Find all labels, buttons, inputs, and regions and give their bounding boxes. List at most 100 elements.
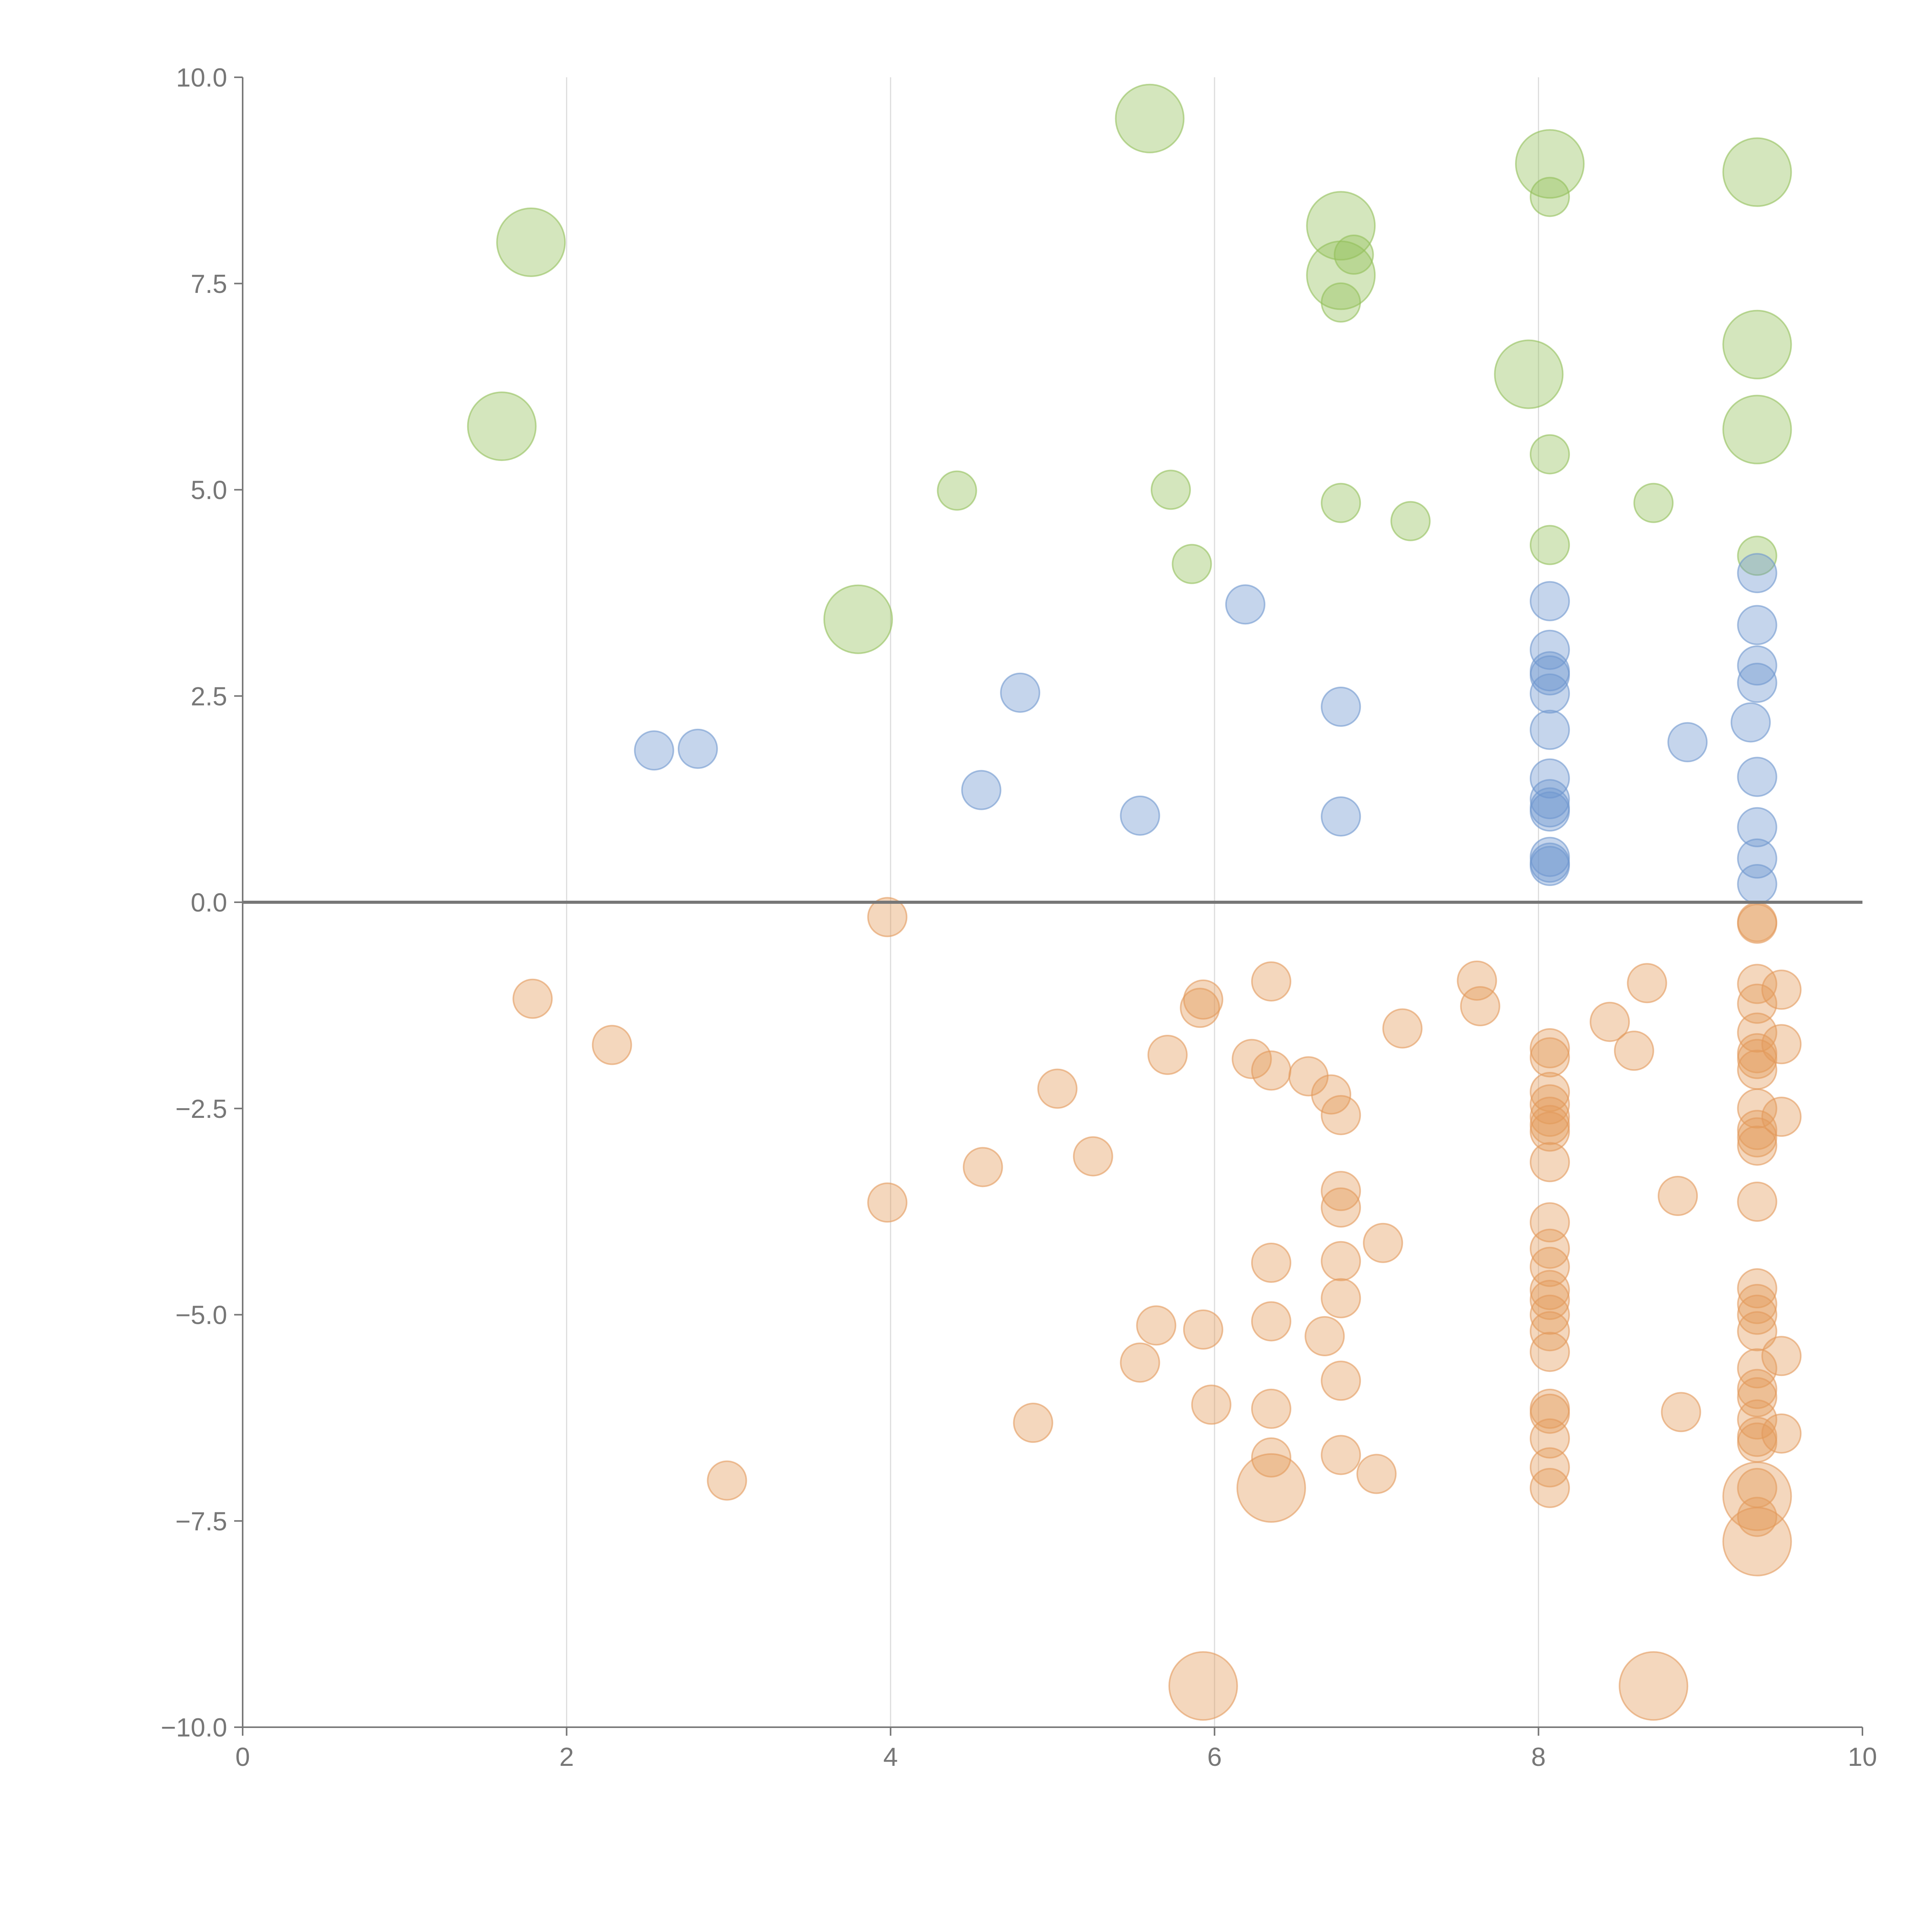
point-green	[1722, 395, 1792, 464]
point-green	[1529, 177, 1570, 217]
point-orange	[1590, 1002, 1630, 1042]
point-orange	[1321, 1187, 1361, 1228]
point-blue	[1529, 758, 1570, 799]
x-tick-label: 10	[1848, 1742, 1877, 1772]
point-blue	[1667, 722, 1708, 762]
point-blue	[1529, 837, 1570, 877]
point-orange	[1737, 1117, 1777, 1158]
point-orange	[707, 1460, 747, 1501]
y-tick-label: −2.5	[175, 1094, 227, 1124]
point-orange	[512, 978, 553, 1019]
axes	[234, 77, 1863, 1736]
point-orange	[1183, 979, 1223, 1020]
x-tick-label: 4	[883, 1742, 898, 1772]
point-orange	[1737, 1399, 1777, 1440]
point-orange	[1737, 1125, 1777, 1166]
point-green	[1633, 483, 1674, 523]
point-orange	[1737, 1039, 1777, 1079]
point-orange	[1529, 1311, 1570, 1352]
x-tick-label: 8	[1531, 1742, 1546, 1772]
point-orange	[1737, 1311, 1777, 1352]
point-blue	[1737, 663, 1777, 703]
point-orange	[1363, 1223, 1403, 1263]
point-orange	[1251, 961, 1291, 1002]
point-orange	[1529, 1072, 1570, 1112]
point-orange	[1321, 1171, 1361, 1211]
point-orange	[1231, 1039, 1272, 1079]
point-orange	[867, 897, 908, 937]
point-orange	[1251, 1301, 1291, 1342]
point-orange	[1737, 1294, 1777, 1335]
point-green	[1321, 483, 1361, 523]
point-blue	[1529, 787, 1570, 828]
point-orange	[1619, 1651, 1689, 1721]
point-green	[1529, 434, 1570, 474]
point-orange	[1761, 1097, 1802, 1137]
data-points	[467, 83, 1802, 1721]
point-orange	[1191, 1384, 1231, 1425]
point-orange	[1529, 1028, 1570, 1068]
point-orange	[1529, 1228, 1570, 1269]
point-orange	[1321, 1435, 1361, 1475]
point-orange	[1321, 1241, 1361, 1281]
point-orange	[1529, 1037, 1570, 1078]
point-blue	[1737, 645, 1777, 686]
point-orange	[1761, 1336, 1802, 1376]
point-orange	[1661, 1392, 1701, 1432]
point-green	[1529, 525, 1570, 565]
point-blue	[1737, 605, 1777, 645]
point-blue	[1120, 795, 1160, 836]
point-blue	[1737, 864, 1777, 905]
point-orange	[1529, 1097, 1570, 1137]
point-orange	[1737, 1033, 1777, 1073]
point-blue	[1529, 709, 1570, 750]
point-green	[823, 584, 893, 654]
point-orange	[867, 1182, 908, 1223]
point-orange	[1311, 1074, 1352, 1115]
x-tick-label: 2	[559, 1742, 574, 1772]
point-orange	[1147, 1034, 1188, 1075]
point-blue	[961, 770, 1002, 810]
point-orange	[1529, 1247, 1570, 1287]
point-green	[1172, 544, 1212, 584]
point-orange	[1529, 1393, 1570, 1434]
point-orange	[1251, 1437, 1291, 1478]
y-tick-label: −10.0	[161, 1713, 227, 1742]
point-orange	[1737, 1182, 1777, 1222]
point-green	[1151, 469, 1191, 510]
point-blue	[1321, 796, 1361, 837]
point-orange	[1236, 1453, 1306, 1523]
point-orange	[1168, 1651, 1238, 1721]
point-blue	[1321, 687, 1361, 727]
point-orange	[1737, 1369, 1777, 1409]
point-orange	[1120, 1342, 1160, 1383]
y-tick-label: −7.5	[175, 1507, 227, 1536]
point-orange	[1304, 1316, 1345, 1357]
point-orange	[1627, 963, 1667, 1003]
y-tick-label: 2.5	[190, 682, 227, 711]
point-blue	[1737, 807, 1777, 847]
x-tick-label: 0	[235, 1742, 250, 1772]
point-blue	[677, 728, 718, 769]
point-blue	[1000, 672, 1041, 713]
point-green	[1306, 191, 1376, 261]
point-orange	[1737, 1377, 1777, 1417]
point-orange	[1529, 1294, 1570, 1335]
point-blue	[1737, 757, 1777, 797]
point-orange	[1737, 903, 1777, 944]
point-orange	[1614, 1031, 1654, 1071]
point-orange	[1183, 1309, 1223, 1350]
point-green	[1494, 339, 1564, 409]
point-orange	[1529, 1332, 1570, 1372]
point-orange	[1321, 1361, 1361, 1401]
point-orange	[1321, 1095, 1361, 1135]
point-orange	[1013, 1403, 1053, 1443]
point-blue	[1529, 581, 1570, 621]
point-orange	[1529, 1111, 1570, 1152]
point-orange	[1737, 1497, 1777, 1537]
point-blue	[1730, 702, 1771, 743]
point-green	[1737, 536, 1777, 576]
y-tick-label: −5.0	[175, 1301, 227, 1330]
point-orange	[1382, 1008, 1423, 1049]
tick-labels: 0 2 4 6 8 10 10.0 7.5 5.0 2.5 0.0 −2.5 −5.0 −7.5 −10.0	[161, 63, 1877, 1772]
